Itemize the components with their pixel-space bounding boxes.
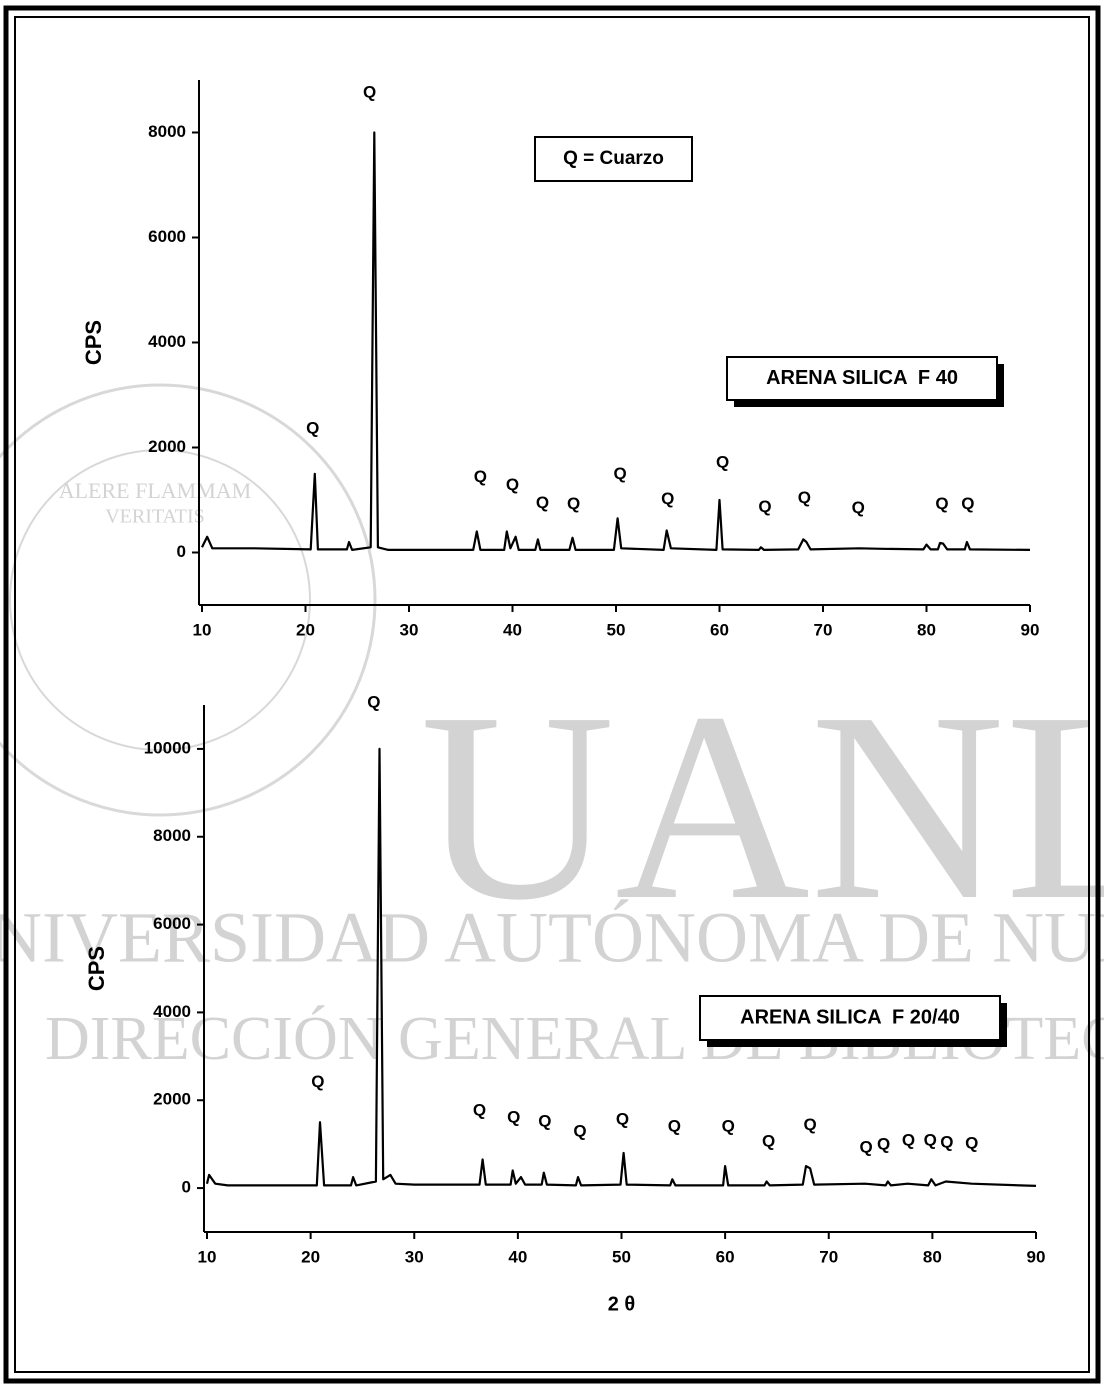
x-tick-label: 60 (716, 1247, 735, 1266)
peak-label: Q (859, 1138, 872, 1157)
label-box (699, 995, 1001, 1041)
x-tick-label: 10 (198, 1247, 217, 1266)
seal-motto: ALERE FLAMMAM (59, 478, 252, 503)
peak-label: Q (877, 1135, 890, 1154)
y-tick-label: 6000 (153, 914, 191, 933)
peak-label: Q (940, 1132, 953, 1151)
peak-label: Q (965, 1134, 978, 1153)
peak-label: Q (506, 475, 519, 494)
y-tick-label: 8000 (148, 122, 186, 141)
x-tick-label: 70 (819, 1247, 838, 1266)
peak-label: Q (762, 1131, 775, 1150)
peak-label: Q (367, 692, 380, 711)
x-tick-label: 50 (607, 620, 626, 639)
seal-motto: VERITATIS (105, 506, 205, 528)
seal-ring (9, 449, 311, 751)
x-tick-label: 20 (296, 620, 315, 639)
y-tick-label: 10000 (144, 738, 191, 757)
data-line (201, 131, 1031, 551)
peak-label: Q (507, 1107, 520, 1126)
y-tick-label: 2000 (153, 1090, 191, 1109)
peak-label: Q (567, 494, 580, 513)
peak-label: Q (803, 1115, 816, 1134)
peak-label: Q (473, 1100, 486, 1119)
x-tick-label: 90 (1027, 1247, 1046, 1266)
peak-label: Q (852, 498, 865, 517)
x-tick-label: 30 (400, 620, 419, 639)
peak-label: Q (961, 494, 974, 513)
x-tick-label: 20 (301, 1247, 320, 1266)
label-box (726, 356, 998, 401)
peak-label: Q (668, 1117, 681, 1136)
peak-label: Q (306, 419, 319, 438)
y-tick-label: 2000 (148, 437, 186, 456)
sample-label: ARENA SILICA F 40 (766, 367, 958, 389)
peak-label: Q (902, 1131, 915, 1150)
x-tick-label: 70 (814, 620, 833, 639)
peak-label: Q (722, 1117, 735, 1136)
x-tick-label: 80 (917, 620, 936, 639)
peak-label: Q (798, 488, 811, 507)
data-line (205, 747, 1037, 1187)
y-axis-label: CPS (81, 320, 106, 365)
peak-label: Q (935, 494, 948, 513)
peak-label: Q (616, 1109, 629, 1128)
legend-box (534, 136, 693, 182)
peak-label: Q (758, 497, 771, 516)
x-tick-label: 30 (405, 1247, 424, 1266)
y-tick-label: 6000 (148, 227, 186, 246)
sample-label: ARENA SILICA F 20/40 (740, 1006, 960, 1028)
peak-label: Q (311, 1072, 324, 1091)
peak-label: Q (716, 453, 729, 472)
x-tick-label: 10 (193, 620, 212, 639)
peak-label: Q (538, 1111, 551, 1130)
legend-text: Q = Cuarzo (563, 148, 664, 169)
seal-ring (0, 383, 377, 817)
y-tick-label: 0 (182, 1178, 191, 1197)
peak-label: Q (573, 1121, 586, 1140)
peak-label: Q (614, 464, 627, 483)
x-axis-label: 2 θ (608, 1293, 636, 1315)
x-tick-label: 80 (923, 1247, 942, 1266)
y-axis-label: CPS (84, 946, 109, 991)
peak-label: Q (536, 493, 549, 512)
frame-outer (3, 5, 1101, 1384)
x-tick-label: 40 (503, 620, 522, 639)
y-tick-label: 4000 (153, 1002, 191, 1021)
watermark: ALERE FLAMMAM VERITATIS UANL UNIVERSIDAD… (0, 383, 1104, 1073)
y-tick-label: 4000 (148, 332, 186, 351)
peak-label: Q (474, 467, 487, 486)
y-tick-label: 0 (177, 542, 186, 561)
watermark-logo: UANL (420, 657, 1104, 956)
watermark-line: UNIVERSIDAD AUTÓNOMA DE NUEVO LEÓN (0, 898, 1104, 978)
x-tick-label: 90 (1021, 620, 1040, 639)
x-tick-label: 50 (612, 1247, 631, 1266)
frame-inner (14, 16, 1090, 1373)
y-tick-label: 8000 (153, 826, 191, 845)
x-tick-label: 60 (710, 620, 729, 639)
peak-label: Q (661, 489, 674, 508)
x-tick-label: 40 (508, 1247, 527, 1266)
peak-label: Q (924, 1131, 937, 1150)
peak-label: Q (363, 83, 376, 102)
